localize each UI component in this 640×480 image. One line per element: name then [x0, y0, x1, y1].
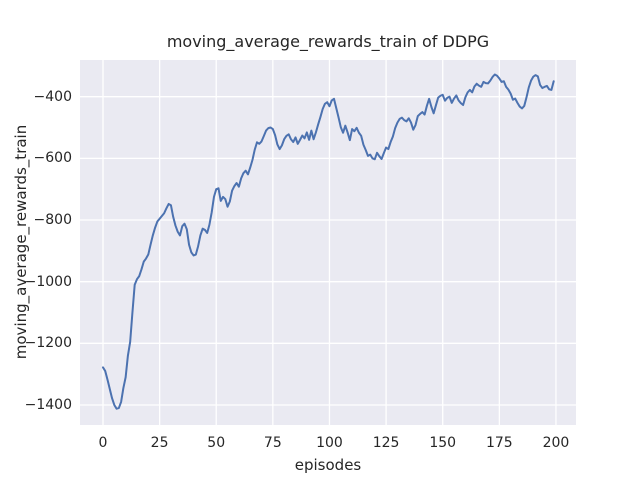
x-tick-label: 25 [150, 435, 169, 451]
axes-background [80, 60, 576, 425]
y-tick-label: −400 [33, 88, 72, 105]
x-tick-label: 150 [429, 435, 457, 451]
x-tick-label: 75 [263, 435, 282, 451]
x-tick-label: 125 [372, 435, 400, 451]
y-tick-label: −1200 [24, 335, 72, 352]
x-axis-label: episodes [294, 456, 362, 474]
y-axis-label: moving_average_rewards_train [12, 124, 30, 360]
y-tick-label: −1400 [24, 396, 72, 413]
chart-title: moving_average_rewards_train of DDPG [166, 32, 490, 51]
x-tick-label: 100 [316, 435, 343, 451]
x-tick-label: 175 [485, 435, 513, 451]
x-tick-label: 50 [207, 435, 226, 451]
y-tick-label: −800 [33, 212, 72, 228]
x-tick-label: 0 [98, 435, 108, 451]
y-tick-label: −1000 [24, 273, 72, 290]
x-tick-label: 200 [542, 435, 570, 451]
series-line [101, 73, 555, 410]
y-tick-label: −600 [33, 150, 72, 167]
